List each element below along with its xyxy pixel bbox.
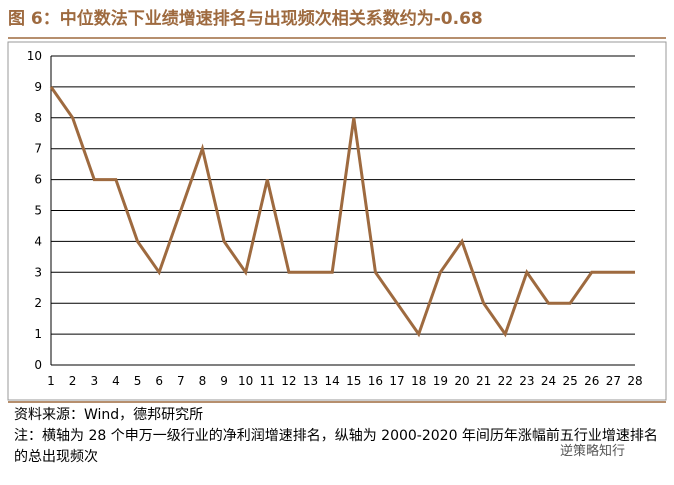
- x-tick-label: 28: [627, 374, 642, 388]
- x-tick-label: 2: [69, 374, 77, 388]
- y-tick-label: 4: [34, 234, 42, 248]
- line-series: [49, 86, 635, 338]
- x-tick-label: 11: [260, 374, 275, 388]
- y-tick-label: 0: [34, 358, 42, 372]
- x-tick-label: 20: [454, 374, 469, 388]
- x-tick-label: 7: [177, 374, 185, 388]
- y-tick-label: 3: [34, 265, 42, 279]
- x-tick-label: 27: [606, 374, 621, 388]
- watermark: 逆策略知行: [560, 443, 625, 459]
- x-tick-label: 21: [476, 374, 491, 388]
- x-tick-label: 5: [134, 374, 142, 388]
- y-tick-label: 6: [34, 173, 42, 187]
- x-tick-label: 12: [281, 374, 296, 388]
- y-tick-label: 8: [34, 111, 42, 125]
- x-tick-label: 8: [199, 374, 207, 388]
- y-tick-label: 1: [34, 327, 42, 341]
- x-tick-label: 10: [238, 374, 253, 388]
- x-tick-label: 23: [519, 374, 534, 388]
- x-tick-label: 24: [541, 374, 556, 388]
- x-tick-label: 13: [303, 374, 318, 388]
- y-tick-label: 9: [34, 80, 42, 94]
- source: 资料来源：Wind，德邦研究所: [14, 407, 203, 423]
- note-box: 注：横轴为 28 个申万一级行业的净利润增速排名，纵轴为 2000-2020 年…: [14, 428, 658, 465]
- x-tick-label: 19: [433, 374, 448, 388]
- x-tick-label: 25: [562, 374, 577, 388]
- y-tick-label: 10: [27, 49, 42, 63]
- x-tick-label: 26: [584, 374, 599, 388]
- x-tick-label: 9: [220, 374, 228, 388]
- x-tick-label: 14: [325, 374, 340, 388]
- y-tick-label: 7: [34, 142, 42, 156]
- y-tick-label: 5: [34, 204, 42, 218]
- x-tick-label: 3: [90, 374, 98, 388]
- x-tick-label: 22: [498, 374, 513, 388]
- x-tick-label: 6: [155, 374, 163, 388]
- y-tick-label: 2: [34, 296, 42, 310]
- x-tick-label: 18: [411, 374, 426, 388]
- chart-title: 图 6：中位数法下业绩增速排名与出现频次相关系数约为-0.68: [8, 8, 483, 29]
- x-tick-label: 15: [346, 374, 361, 388]
- x-tick-label: 1: [47, 374, 55, 388]
- x-tick-label: 16: [368, 374, 383, 388]
- frame: [7, 41, 667, 401]
- x-tick-label: 4: [112, 374, 120, 388]
- x-tick-label: 17: [389, 374, 404, 388]
- note: 注：横轴为 28 个申万一级行业的净利润增速排名，纵轴为 2000-2020 年…: [14, 428, 658, 465]
